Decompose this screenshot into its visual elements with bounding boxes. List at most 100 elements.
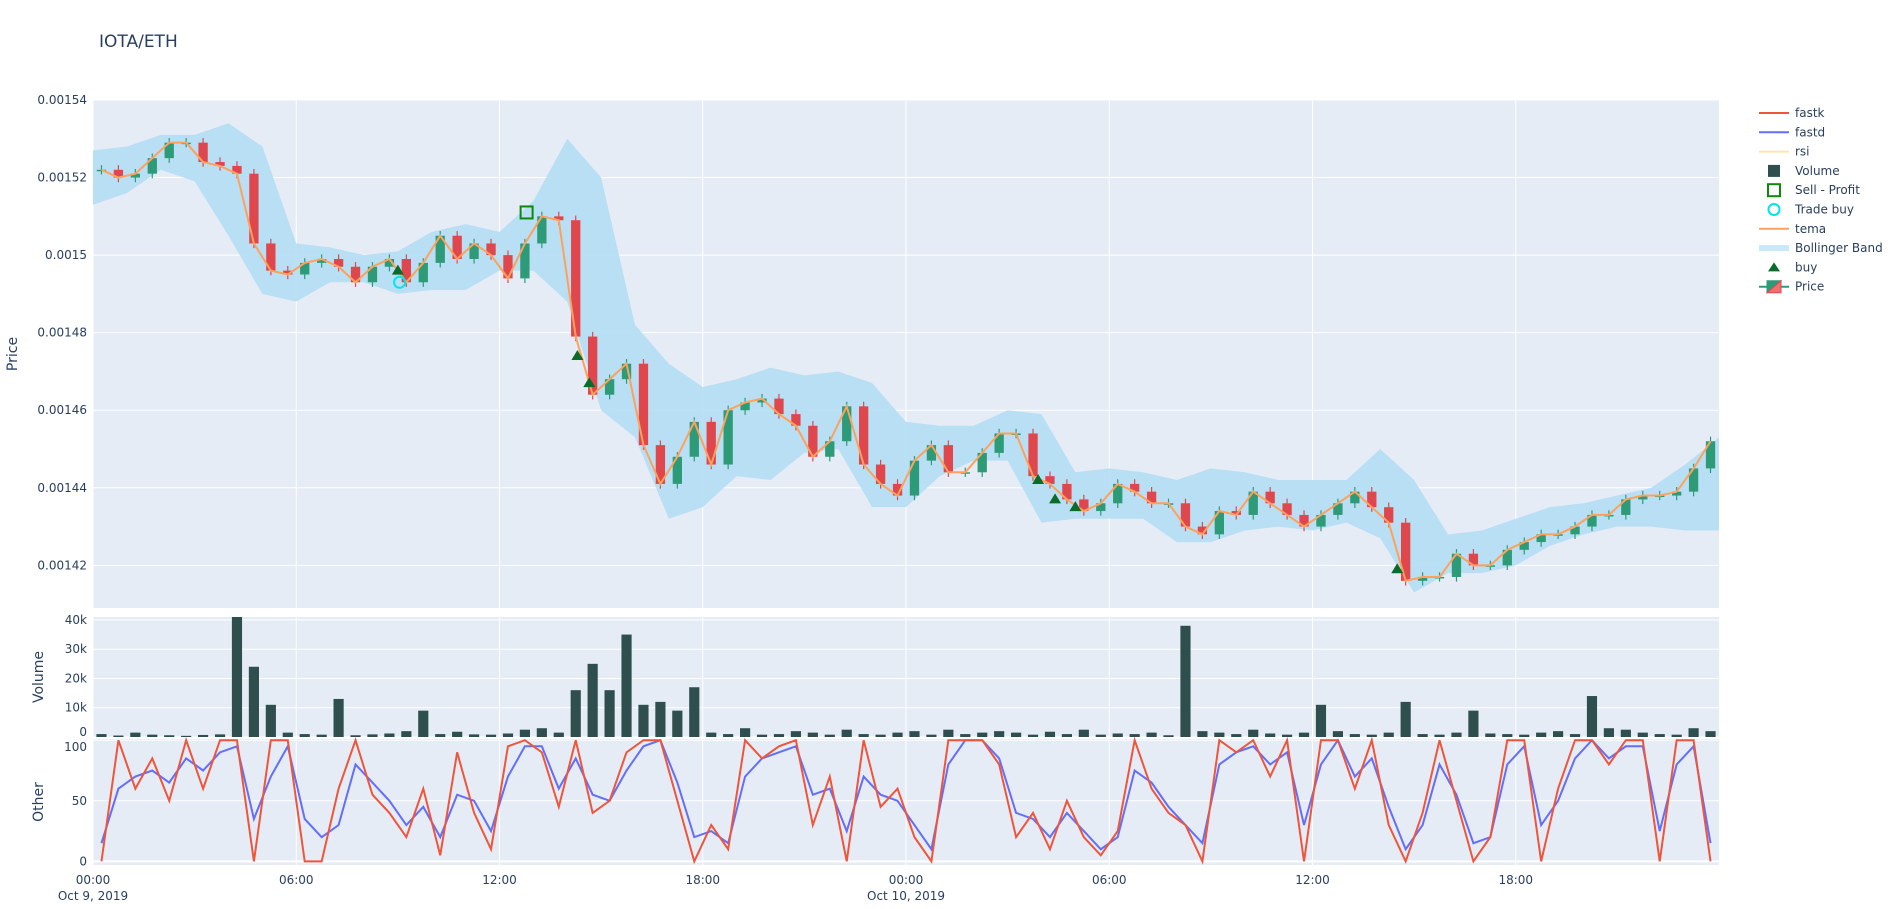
legend-item-bollinger-band[interactable]: Bollinger Band [1759,241,1883,255]
candle [1638,495,1648,500]
candle [1113,483,1123,504]
volume-bar [299,734,310,737]
volume-axis-title: Volume [31,651,47,703]
candle [875,464,886,484]
legend-item-sell-profit[interactable]: Sell - Profit [1767,183,1860,198]
candle [892,483,903,496]
volume-bar [502,733,514,737]
volume-bar [1248,729,1259,737]
volume-bar [1502,734,1513,737]
x-tick-label: 12:00 [1295,873,1330,887]
volume-bar [621,634,632,737]
legend-item-fastd[interactable]: fastd [1759,125,1825,139]
volume-bar [316,734,327,737]
volume-bar [1095,734,1106,737]
legend-item-price[interactable]: Price [1759,279,1824,294]
volume-bar [1485,733,1496,737]
candle [1400,522,1411,581]
volume-bar [841,729,852,737]
legend-item-buy[interactable]: buy [1768,260,1817,274]
candle [452,235,462,259]
volume-bar [824,734,835,737]
legend-item-rsi[interactable]: rsi [1759,145,1810,159]
open-square-icon [1767,183,1781,198]
candlestick-icon [1765,279,1782,294]
price-plot [93,123,1719,593]
volume-bar [1332,731,1343,737]
volume-bar [1146,732,1157,737]
candle [520,243,530,279]
candle [215,162,225,166]
volume-bar [401,731,412,737]
volume-bar [909,731,920,737]
y-tick-label: 0.00152 [37,171,87,185]
volume-bar [1586,696,1598,737]
volume-bar [1536,732,1547,737]
candle [1214,511,1225,535]
buy-marker [391,264,404,275]
buy-marker [1391,563,1404,574]
volume-bar [452,731,463,737]
candle [147,158,157,174]
y-tick-label: 0.00146 [37,403,87,417]
volume-bar [519,729,530,737]
volume-bar [1569,734,1581,737]
volume-bar [587,663,598,737]
candle [1621,499,1631,515]
volume-bar [977,732,988,737]
buy-marker [1069,501,1082,512]
legend: fastk fastd rsi Volume Sell - Profit Trade bu… [1759,106,1883,294]
volume-bar [553,732,564,737]
open-circle-icon [1767,203,1781,216]
other-axis-title: Other [31,782,47,822]
volume-bar [1078,729,1089,737]
volume-bar [1519,734,1530,737]
candle [571,220,581,337]
buy-marker [1032,474,1045,485]
x-tick-label: 06:00 [279,873,314,887]
y-tick-label: 0.00148 [37,326,87,340]
volume-bar [672,710,683,737]
legend-item-trade-buy[interactable]: Trade buy [1767,203,1855,217]
legend-item-tema[interactable]: tema [1759,222,1826,236]
volume-bar [130,732,141,737]
candle [621,363,632,380]
volume-bar [147,734,158,737]
volume-bar [858,734,869,737]
volume-bar [892,732,903,737]
candle [1299,514,1309,527]
volume-bar [570,690,581,737]
volume-bar [994,731,1005,737]
volume-bar [1349,734,1360,737]
legend-label: fastd [1795,125,1825,139]
candle [1180,503,1191,527]
volume-bar [1434,734,1445,737]
candle [587,336,598,395]
volume-bar [469,734,480,737]
volume-bar [1180,625,1191,737]
volume-bar [1214,732,1225,737]
candle [655,445,666,484]
candle [994,433,1004,453]
volume-bar [1163,735,1174,737]
candle [1028,433,1038,477]
candle [1367,491,1377,508]
volume-bar [1315,704,1327,737]
volume-bar [773,734,785,737]
volume-bar [1265,733,1276,737]
volume-bar [926,734,937,737]
candle [435,235,445,263]
y-tick-label: 0.0015 [45,248,87,262]
volume-tick-label: 20k [65,671,87,685]
volume-bar [1383,732,1394,737]
chart-title: IOTA/ETH [99,32,178,52]
candle [604,379,615,395]
y-tick-label: 0.00144 [37,481,87,495]
volume-bar [790,731,801,737]
legend-item-fastk[interactable]: fastk [1759,106,1825,120]
volume-bar [1061,734,1072,737]
candle [1282,503,1292,515]
legend-label: fastk [1795,106,1825,120]
legend-item-volume[interactable]: Volume [1768,164,1840,178]
volume-bar [689,687,700,737]
